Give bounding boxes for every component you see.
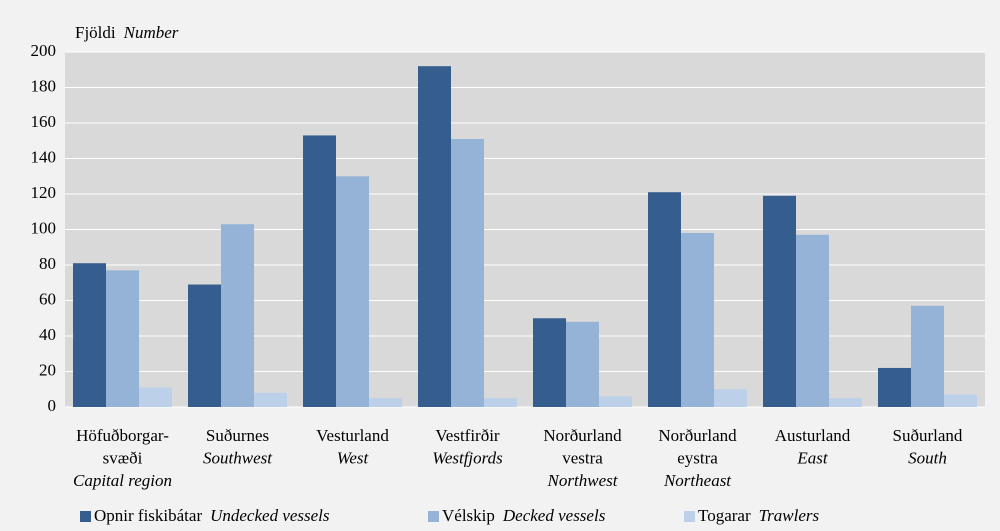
y-tick-label: 180 — [31, 76, 57, 95]
x-tick-label: Norðurland — [543, 426, 622, 445]
legend-name: Opnir fiskibátar — [94, 506, 202, 525]
bar — [254, 392, 287, 407]
legend-name-en: Trawlers — [759, 506, 820, 525]
legend-name-en: Decked vessels — [502, 506, 606, 525]
x-tick-label-en: West — [337, 448, 370, 467]
x-tick-label: Vestfirðir — [435, 426, 500, 445]
y-tick-label: 60 — [39, 289, 56, 308]
x-tick-label: Vesturland — [316, 426, 389, 445]
legend-entry: Togarar Trawlers — [698, 506, 819, 525]
legend-swatch — [684, 511, 695, 522]
bar — [369, 398, 402, 407]
bar — [944, 394, 977, 407]
x-tick-label: svæði — [103, 448, 143, 467]
y-tick-label: 140 — [31, 147, 57, 166]
bar — [829, 398, 862, 407]
y-label: Fjöldi — [75, 23, 116, 42]
x-tick-label: Norðurland — [658, 426, 737, 445]
bar — [796, 234, 829, 407]
y-tick-label: 200 — [31, 41, 57, 60]
x-tick-label: Suðurnes — [206, 426, 269, 445]
x-tick-label: Höfuðborgar- — [76, 426, 169, 445]
y-tick-label: 40 — [39, 325, 56, 344]
x-tick-label: Suðurland — [893, 426, 963, 445]
bar — [418, 66, 451, 407]
legend-name-en: Undecked vessels — [210, 506, 330, 525]
bar — [648, 192, 681, 407]
x-tick-label-en: Northwest — [547, 471, 619, 490]
legend-swatch — [80, 511, 91, 522]
y-axis-label: Fjöldi Number — [75, 23, 179, 42]
legend-swatch — [428, 511, 439, 522]
bar — [533, 318, 566, 407]
bar — [451, 138, 484, 407]
x-tick-label-en: East — [796, 448, 829, 467]
bar — [681, 233, 714, 407]
bar — [714, 389, 747, 407]
legend-entry: Opnir fiskibátar Undecked vessels — [94, 506, 330, 525]
y-tick-label: 20 — [39, 360, 56, 379]
x-tick-label: Austurland — [775, 426, 851, 445]
bar — [484, 398, 517, 407]
bar — [566, 321, 599, 407]
bar — [188, 284, 221, 407]
x-tick-label-en: Westfjords — [432, 448, 503, 467]
y-label-en: Number — [123, 23, 179, 42]
x-tick-label-en: Capital region — [73, 471, 172, 490]
y-tick-label: 0 — [48, 396, 57, 415]
legend-entry: Vélskip Decked vessels — [442, 506, 606, 525]
bar — [303, 135, 336, 408]
y-tick-label: 80 — [39, 254, 56, 273]
x-tick-label: vestra — [562, 448, 603, 467]
bar — [73, 263, 106, 407]
y-tick-label: 160 — [31, 112, 57, 131]
legend-name: Togarar — [698, 506, 751, 525]
x-tick-label-en: South — [908, 448, 947, 467]
x-tick-label-en: Southwest — [203, 448, 273, 467]
y-tick-label: 100 — [31, 218, 57, 237]
y-tick-label: 120 — [31, 183, 57, 202]
bar — [599, 396, 632, 407]
bar — [763, 195, 796, 407]
bar — [911, 305, 944, 407]
bar — [221, 224, 254, 407]
x-tick-label: eystra — [677, 448, 718, 467]
bar — [139, 387, 172, 407]
x-tick-label-en: Northeast — [663, 471, 732, 490]
bar — [878, 367, 911, 407]
bar — [106, 270, 139, 407]
bar — [336, 176, 369, 407]
legend-name: Vélskip — [442, 506, 495, 525]
